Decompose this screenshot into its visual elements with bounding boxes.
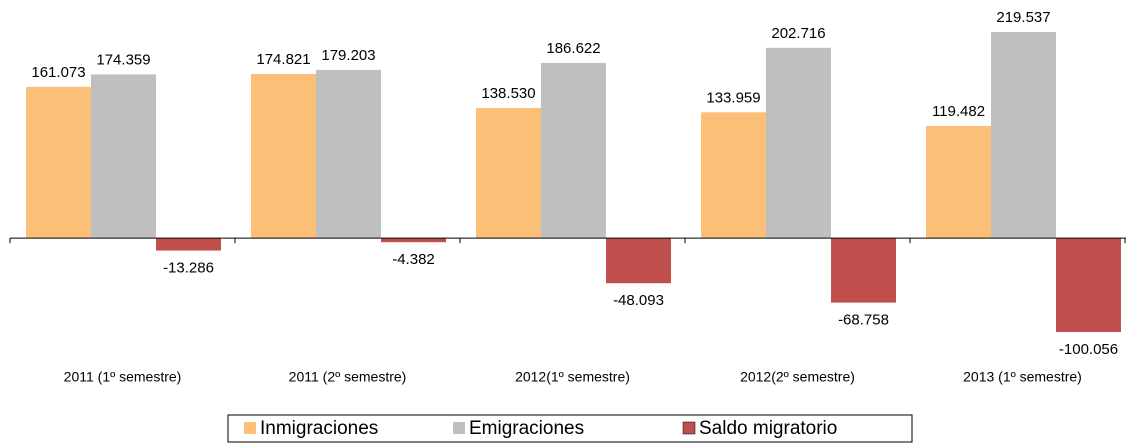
bar [381, 238, 446, 243]
value-label: 179.203 [321, 47, 375, 64]
legend-box [227, 414, 913, 443]
bar [156, 238, 221, 251]
bar [926, 125, 991, 239]
bar [251, 73, 316, 239]
x-tick-label: 2011 (1º semestre) [64, 369, 182, 385]
bar [1056, 238, 1121, 332]
x-tick-label: 2011 (2º semestre) [289, 369, 407, 385]
value-label: 161.073 [31, 64, 85, 81]
bar [476, 108, 541, 239]
legend-label: Saldo migratorio [699, 418, 837, 439]
value-label: -13.286 [163, 260, 214, 277]
value-label: 138.530 [481, 85, 535, 102]
bar [991, 32, 1056, 239]
value-label: 133.959 [706, 89, 760, 106]
x-tick-label: 2013 (1º semestre) [963, 369, 1082, 385]
value-label: -68.758 [838, 312, 889, 329]
x-tick-label: 2012(2º semestre) [740, 369, 855, 385]
value-label: -4.382 [392, 251, 435, 268]
legend-swatch [682, 421, 696, 435]
bar [701, 112, 766, 239]
value-label: -100.056 [1059, 341, 1118, 358]
bar [316, 69, 381, 239]
value-label: 174.821 [256, 51, 310, 68]
value-label: -48.093 [613, 292, 664, 309]
bar [831, 238, 896, 303]
bar [766, 47, 831, 239]
bar [26, 86, 91, 239]
bar [541, 62, 606, 239]
value-label: 202.716 [771, 25, 825, 42]
bar [91, 74, 156, 239]
legend-swatch [453, 422, 465, 434]
value-label: 186.622 [546, 40, 600, 57]
bar [606, 238, 671, 284]
legend-label: Inmigraciones [260, 418, 378, 439]
legend-swatch [244, 422, 256, 434]
legend-label: Emigraciones [469, 418, 584, 439]
value-label: 219.537 [996, 9, 1050, 26]
value-label: 174.359 [96, 51, 150, 68]
value-label: 119.482 [932, 103, 985, 120]
x-tick-label: 2012(1º semestre) [515, 369, 630, 385]
